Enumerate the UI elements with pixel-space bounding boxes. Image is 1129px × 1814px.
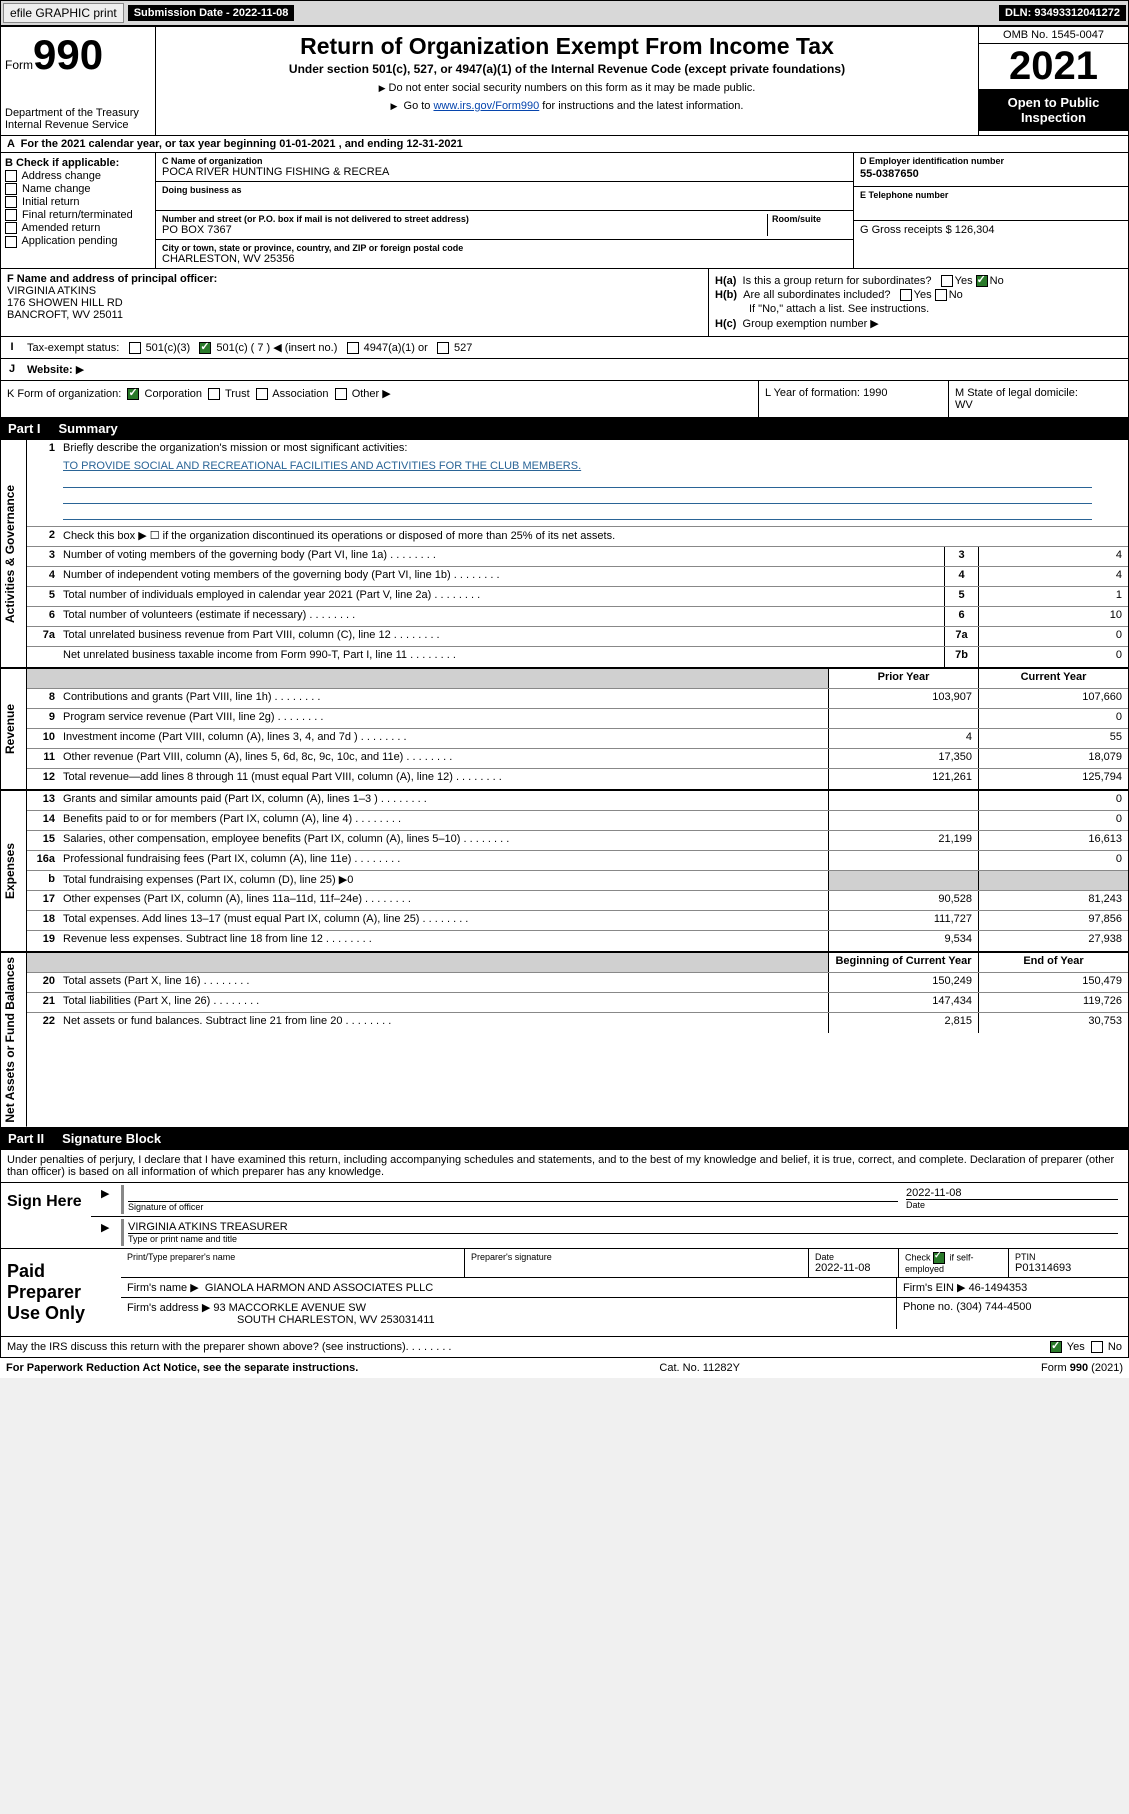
footer-catno: Cat. No. 11282Y	[659, 1362, 740, 1374]
discuss-question: May the IRS discuss this return with the…	[7, 1341, 406, 1353]
section-sidelabel: Net Assets or Fund Balances	[1, 953, 27, 1127]
org-name: POCA RIVER HUNTING FISHING & RECREA	[162, 166, 847, 178]
summary-row: 1Briefly describe the organization's mis…	[27, 440, 1128, 527]
form-subtitle: Under section 501(c), 527, or 4947(a)(1)…	[164, 62, 970, 76]
check-option[interactable]: Application pending	[5, 235, 151, 247]
phone-label: E Telephone number	[860, 190, 1122, 200]
summary-row: Net unrelated business taxable income fr…	[27, 647, 1128, 667]
form-prefix: Form	[5, 58, 33, 72]
room-label: Room/suite	[772, 214, 847, 224]
state-domicile: M State of legal domicile:WV	[948, 381, 1128, 417]
ein-label: D Employer identification number	[860, 156, 1122, 166]
summary-row: 7aTotal unrelated business revenue from …	[27, 627, 1128, 647]
firm-ein: 46-1494353	[969, 1282, 1028, 1294]
dba-label: Doing business as	[162, 185, 847, 195]
summary-row: 22Net assets or fund balances. Subtract …	[27, 1013, 1128, 1033]
officer-name: VIRGINIA ATKINS	[7, 285, 702, 297]
paid-preparer-label: Paid Preparer Use Only	[1, 1249, 121, 1336]
ein-value: 55-0387650	[860, 168, 1122, 180]
check-option[interactable]: Name change	[5, 183, 151, 195]
summary-row: 2Check this box ▶ ☐ if the organization …	[27, 527, 1128, 547]
efile-button[interactable]: efile GRAPHIC print	[3, 3, 124, 23]
street-label: Number and street (or P.O. box if mail i…	[162, 214, 767, 224]
summary-row: 20Total assets (Part X, line 16)150,2491…	[27, 973, 1128, 993]
form-header: Form 990 Department of the Treasury Inte…	[0, 26, 1129, 136]
summary-row: 14Benefits paid to or for members (Part …	[27, 811, 1128, 831]
year-formation: L Year of formation: 1990	[758, 381, 948, 417]
check-option[interactable]: Initial return	[5, 196, 151, 208]
dln: DLN: 93493312041272	[999, 5, 1126, 21]
f-label: F Name and address of principal officer:	[7, 273, 702, 285]
summary-row: 9Program service revenue (Part VIII, lin…	[27, 709, 1128, 729]
firm-phone: (304) 744-4500	[956, 1301, 1031, 1313]
sig-date-value: 2022-11-08	[906, 1187, 1118, 1199]
summary-row: 10Investment income (Part VIII, column (…	[27, 729, 1128, 749]
signature-declaration: Under penalties of perjury, I declare th…	[1, 1150, 1128, 1182]
section-sidelabel: Expenses	[1, 791, 27, 951]
gross-receipts-value: 126,304	[955, 224, 995, 236]
city-value: CHARLESTON, WV 25356	[162, 253, 847, 265]
summary-row: 16aProfessional fundraising fees (Part I…	[27, 851, 1128, 871]
row-k-form-org: K Form of organization: Corporation Trus…	[1, 381, 758, 417]
officer-addr2: BANCROFT, WV 25011	[7, 309, 702, 321]
form-title: Return of Organization Exempt From Incom…	[164, 33, 970, 60]
open-inspection: Open to Public Inspection	[979, 89, 1128, 131]
check-option[interactable]: Address change	[5, 170, 151, 182]
irs-link[interactable]: www.irs.gov/Form990	[433, 100, 539, 112]
row-f-h: F Name and address of principal officer:…	[0, 269, 1129, 337]
officer-name-title: VIRGINIA ATKINS TREASURER	[128, 1221, 1118, 1233]
form-number: 990	[33, 31, 103, 79]
summary-section: Expenses13Grants and similar amounts pai…	[0, 790, 1129, 952]
summary-row: 15Salaries, other compensation, employee…	[27, 831, 1128, 851]
summary-section: RevenuePrior YearCurrent Year8Contributi…	[0, 668, 1129, 790]
summary-row: 17Other expenses (Part IX, column (A), l…	[27, 891, 1128, 911]
tax-exempt-status: Tax-exempt status: 501(c)(3) 501(c) ( 7 …	[23, 337, 1128, 358]
omb-number: OMB No. 1545-0047	[979, 27, 1128, 44]
c-name-label: C Name of organization	[162, 156, 847, 166]
summary-row: 4Number of independent voting members of…	[27, 567, 1128, 587]
gross-receipts-label: G Gross receipts $	[860, 224, 952, 236]
top-toolbar: efile GRAPHIC print Submission Date - 20…	[0, 0, 1129, 26]
summary-row: 3Number of voting members of the governi…	[27, 547, 1128, 567]
part-2-header: Part II Signature Block	[0, 1128, 1129, 1149]
col-b-checkboxes: B Check if applicable: Address change Na…	[1, 153, 156, 268]
summary-row: 13Grants and similar amounts paid (Part …	[27, 791, 1128, 811]
officer-addr1: 176 SHOWEN HILL RD	[7, 297, 702, 309]
row-a-taxyear: A For the 2021 calendar year, or tax yea…	[0, 136, 1129, 153]
street-value: PO BOX 7367	[162, 224, 767, 236]
firm-name: GIANOLA HARMON AND ASSOCIATES PLLC	[205, 1282, 433, 1294]
website-row: Website: ▶	[23, 359, 1128, 380]
form-note-link: Go to www.irs.gov/Form990 for instructio…	[164, 100, 970, 112]
check-option[interactable]: Amended return	[5, 222, 151, 234]
summary-row: 18Total expenses. Add lines 13–17 (must …	[27, 911, 1128, 931]
summary-row: 12Total revenue—add lines 8 through 11 (…	[27, 769, 1128, 789]
city-label: City or town, state or province, country…	[162, 243, 847, 253]
form-note-ssn: Do not enter social security numbers on …	[164, 82, 970, 94]
summary-row: 5Total number of individuals employed in…	[27, 587, 1128, 607]
summary-section: Net Assets or Fund BalancesBeginning of …	[0, 952, 1129, 1128]
summary-row: bTotal fundraising expenses (Part IX, co…	[27, 871, 1128, 891]
summary-row: 21Total liabilities (Part X, line 26)147…	[27, 993, 1128, 1013]
section-sidelabel: Activities & Governance	[1, 440, 27, 667]
footer-formver: Form 990 (2021)	[1041, 1362, 1123, 1374]
dept-label: Department of the Treasury Internal Reve…	[5, 107, 151, 131]
section-sidelabel: Revenue	[1, 669, 27, 789]
summary-row: 8Contributions and grants (Part VIII, li…	[27, 689, 1128, 709]
footer-paperwork: For Paperwork Reduction Act Notice, see …	[6, 1362, 358, 1374]
firm-addr2: SOUTH CHARLESTON, WV 253031411	[127, 1314, 435, 1326]
sign-here-label: Sign Here	[1, 1183, 91, 1248]
tax-year: 2021	[979, 44, 1128, 89]
summary-row: 11Other revenue (Part VIII, column (A), …	[27, 749, 1128, 769]
summary-row: 19Revenue less expenses. Subtract line 1…	[27, 931, 1128, 951]
summary-section: Activities & Governance1Briefly describe…	[0, 439, 1129, 668]
check-option[interactable]: Final return/terminated	[5, 209, 151, 221]
firm-addr1: 93 MACCORKLE AVENUE SW	[213, 1302, 366, 1314]
part-1-header: Part I Summary	[0, 418, 1129, 439]
submission-date: Submission Date - 2022-11-08	[128, 5, 295, 21]
summary-row: 6Total number of volunteers (estimate if…	[27, 607, 1128, 627]
